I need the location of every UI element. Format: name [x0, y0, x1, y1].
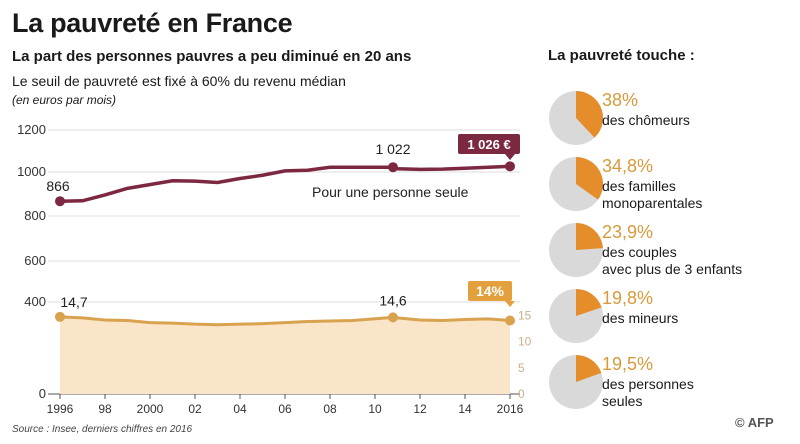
right-tick-label: 0 — [518, 387, 525, 401]
stat-label: des familles monoparentales — [602, 178, 703, 211]
rate-point — [505, 315, 515, 326]
stat-pie-icon — [549, 289, 603, 343]
x-tick-label: 2000 — [137, 402, 164, 416]
right-tick-label: 15 — [518, 308, 532, 322]
rate-badge-pointer — [505, 301, 515, 307]
x-tick-label: 10 — [368, 402, 382, 416]
page-title: La pauvreté en France — [12, 8, 293, 38]
stat-value: 34,8% — [602, 156, 654, 176]
left-tick-label: 1000 — [17, 164, 46, 179]
left-tick-label: 400 — [24, 294, 46, 309]
stat-pie-icon — [549, 157, 603, 211]
pie-slice — [576, 91, 603, 138]
afp-credit: © AFP — [735, 415, 774, 430]
x-tick-label: 02 — [188, 402, 202, 416]
income-mid-label: 1 022 — [375, 141, 410, 157]
stat-label: des chômeurs — [602, 112, 690, 128]
stat-pie-icon — [549, 91, 603, 145]
x-tick-label: 98 — [98, 402, 112, 416]
rate-mid-label: 14,6 — [379, 292, 406, 308]
stat-pie-icon — [549, 223, 603, 277]
rate-line — [59, 315, 511, 327]
income-point — [388, 162, 398, 173]
income-series — [55, 161, 515, 207]
x-tick-label: 1996 — [47, 402, 74, 416]
stat-value: 38% — [602, 90, 639, 110]
pie-slice — [576, 355, 602, 382]
rate-area — [60, 316, 510, 394]
stat-pie-icon — [549, 355, 603, 409]
rate-series — [55, 311, 515, 327]
stat-value: 19,8% — [602, 288, 654, 308]
right-panel-title: La pauvreté touche : — [548, 47, 695, 64]
stat-label: des mineurs — [602, 310, 679, 326]
source-note: Source : Insee, derniers chiffres en 201… — [12, 424, 193, 435]
income-point — [55, 196, 65, 207]
right-tick-label: 10 — [518, 335, 532, 349]
income-start-label: 866 — [46, 178, 70, 194]
pie-slice — [576, 157, 603, 200]
rate-fill-area — [60, 316, 510, 394]
left-tick-label: 800 — [24, 208, 46, 223]
pie-slice — [576, 223, 603, 250]
stat-item: 23,9% des couples avec plus de 3 enfants — [548, 218, 798, 282]
right-tick-label: 5 — [518, 361, 525, 375]
stat-label: des couples avec plus de 3 enfants — [602, 244, 743, 277]
stat-item: 19,5% des personnes seules — [548, 350, 798, 414]
left-tick-label: 0 — [39, 386, 46, 401]
x-tick-label: 12 — [413, 402, 427, 416]
x-tick-label: 08 — [323, 402, 337, 416]
x-tick-label: 2016 — [497, 402, 524, 416]
stat-value: 23,9% — [602, 222, 654, 242]
stat-item: 34,8% des familles monoparentales — [548, 152, 798, 216]
left-tick-label: 1200 — [17, 122, 46, 137]
rate-badge — [468, 281, 512, 301]
stat-item: 19,8% des mineurs — [548, 284, 798, 348]
income-badge-label: 1 026 € — [467, 137, 510, 152]
income-line — [59, 164, 511, 203]
income-badge — [458, 134, 520, 154]
x-tick-label: 14 — [458, 402, 472, 416]
chart-subtitle: La part des personnes pauvres a peu dimi… — [12, 48, 412, 65]
x-tick-label: 04 — [233, 402, 247, 416]
pie-slice — [576, 289, 602, 316]
chart-description: Le seuil de pauvreté est fixé à 60% du r… — [12, 73, 346, 89]
chart-annotations: 866 1 022 Pour une personne seule 1 026 € 14… — [46, 134, 520, 310]
rate-point — [388, 312, 398, 323]
x-tick-label: 06 — [278, 402, 292, 416]
rate-badge-label: 14% — [476, 283, 505, 299]
income-badge-pointer — [505, 154, 515, 160]
income-series-label: Pour une personne seule — [312, 184, 469, 200]
income-point — [505, 161, 515, 172]
stat-value: 19,5% — [602, 354, 654, 374]
rate-point — [55, 311, 65, 322]
unit-note: (en euros par mois) — [12, 93, 117, 107]
left-tick-label: 600 — [24, 253, 46, 268]
stat-item: 38% des chômeurs — [548, 86, 798, 150]
rate-start-label: 14,7 — [60, 294, 87, 310]
stat-label: des personnes seules — [602, 376, 694, 409]
